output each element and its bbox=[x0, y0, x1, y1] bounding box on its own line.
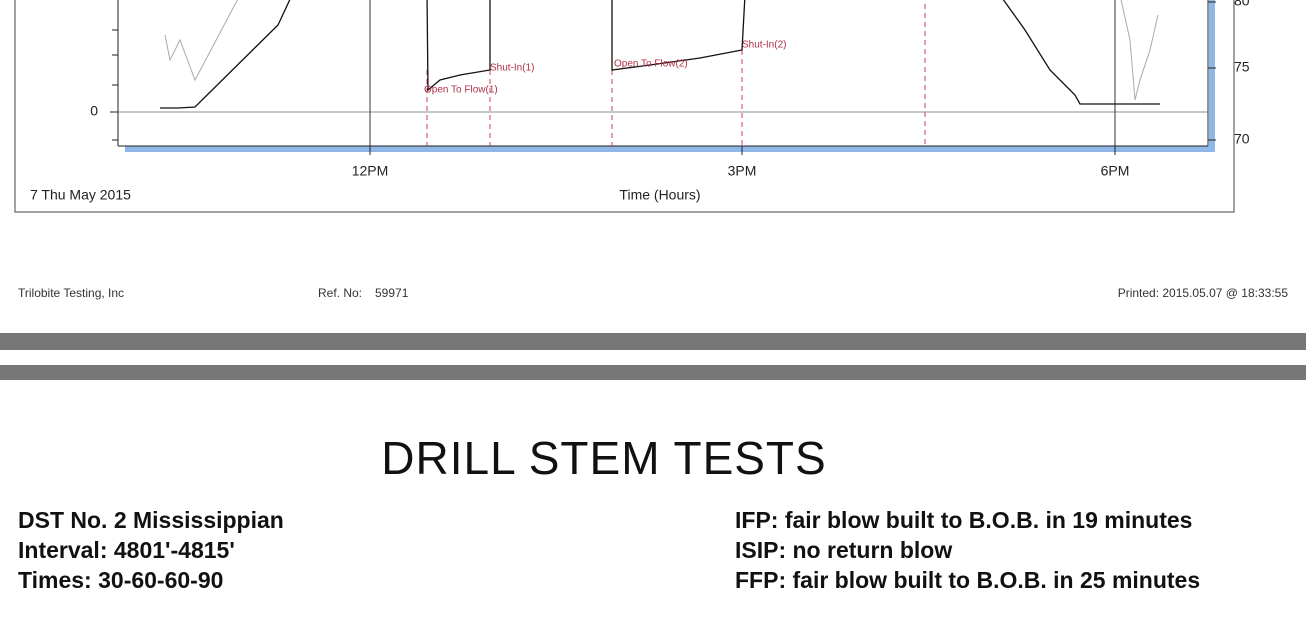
y2-tick-label: 80 bbox=[1234, 0, 1250, 9]
pressure-trace bbox=[611, 0, 746, 71]
axis-shadow bbox=[1209, 0, 1215, 152]
x-tick-label: 6PM bbox=[1101, 163, 1130, 179]
ref-number: 59971 bbox=[375, 286, 409, 300]
date-label: 7 Thu May 2015 bbox=[30, 187, 131, 203]
test-info: FFP: fair blow built to B.O.B. in 25 min… bbox=[735, 567, 1200, 593]
tick-marks bbox=[110, 1, 1216, 155]
section-title: DRILL STEM TESTS bbox=[381, 432, 826, 484]
annotation: Shut-In(2) bbox=[742, 40, 786, 51]
test-info: Times: 30-60-60-90 bbox=[18, 567, 223, 593]
test-info: ISIP: no return blow bbox=[735, 537, 952, 563]
temperature-trace bbox=[1120, 0, 1159, 101]
x-tick-label: 12PM bbox=[352, 163, 389, 179]
x-tick-label: 3PM bbox=[728, 163, 757, 179]
x-axis-label: Time (Hours) bbox=[619, 187, 700, 203]
temperature-trace bbox=[164, 0, 238, 82]
y2-tick-label: 75 bbox=[1234, 59, 1250, 75]
pressure-trace bbox=[160, 0, 291, 109]
test-info: DST No. 2 Mississippian bbox=[18, 507, 284, 533]
ref-label: Ref. No: bbox=[318, 286, 362, 300]
test-info: Interval: 4801'-4815' bbox=[18, 537, 235, 563]
axis-shadow bbox=[125, 146, 1215, 152]
chart-frame bbox=[14, 0, 1235, 213]
event-lines bbox=[426, 0, 926, 146]
annotation: Shut-In(1) bbox=[490, 63, 534, 74]
company: Trilobite Testing, Inc bbox=[18, 286, 124, 300]
hour-lines bbox=[369, 0, 1116, 146]
printed-date: Printed: 2015.05.07 @ 18:33:55 bbox=[1118, 286, 1289, 300]
pressure-trace bbox=[1002, 0, 1160, 105]
separator bbox=[0, 333, 1306, 350]
separator bbox=[0, 365, 1306, 380]
pressure-trace bbox=[426, 0, 491, 92]
annotation: Open To Flow(2) bbox=[614, 59, 688, 70]
annotation: Open To Flow(1) bbox=[424, 85, 498, 96]
y2-tick-label: 70 bbox=[1234, 131, 1250, 147]
y-tick-label: 0 bbox=[90, 103, 98, 119]
test-info: IFP: fair blow built to B.O.B. in 19 min… bbox=[735, 507, 1192, 533]
